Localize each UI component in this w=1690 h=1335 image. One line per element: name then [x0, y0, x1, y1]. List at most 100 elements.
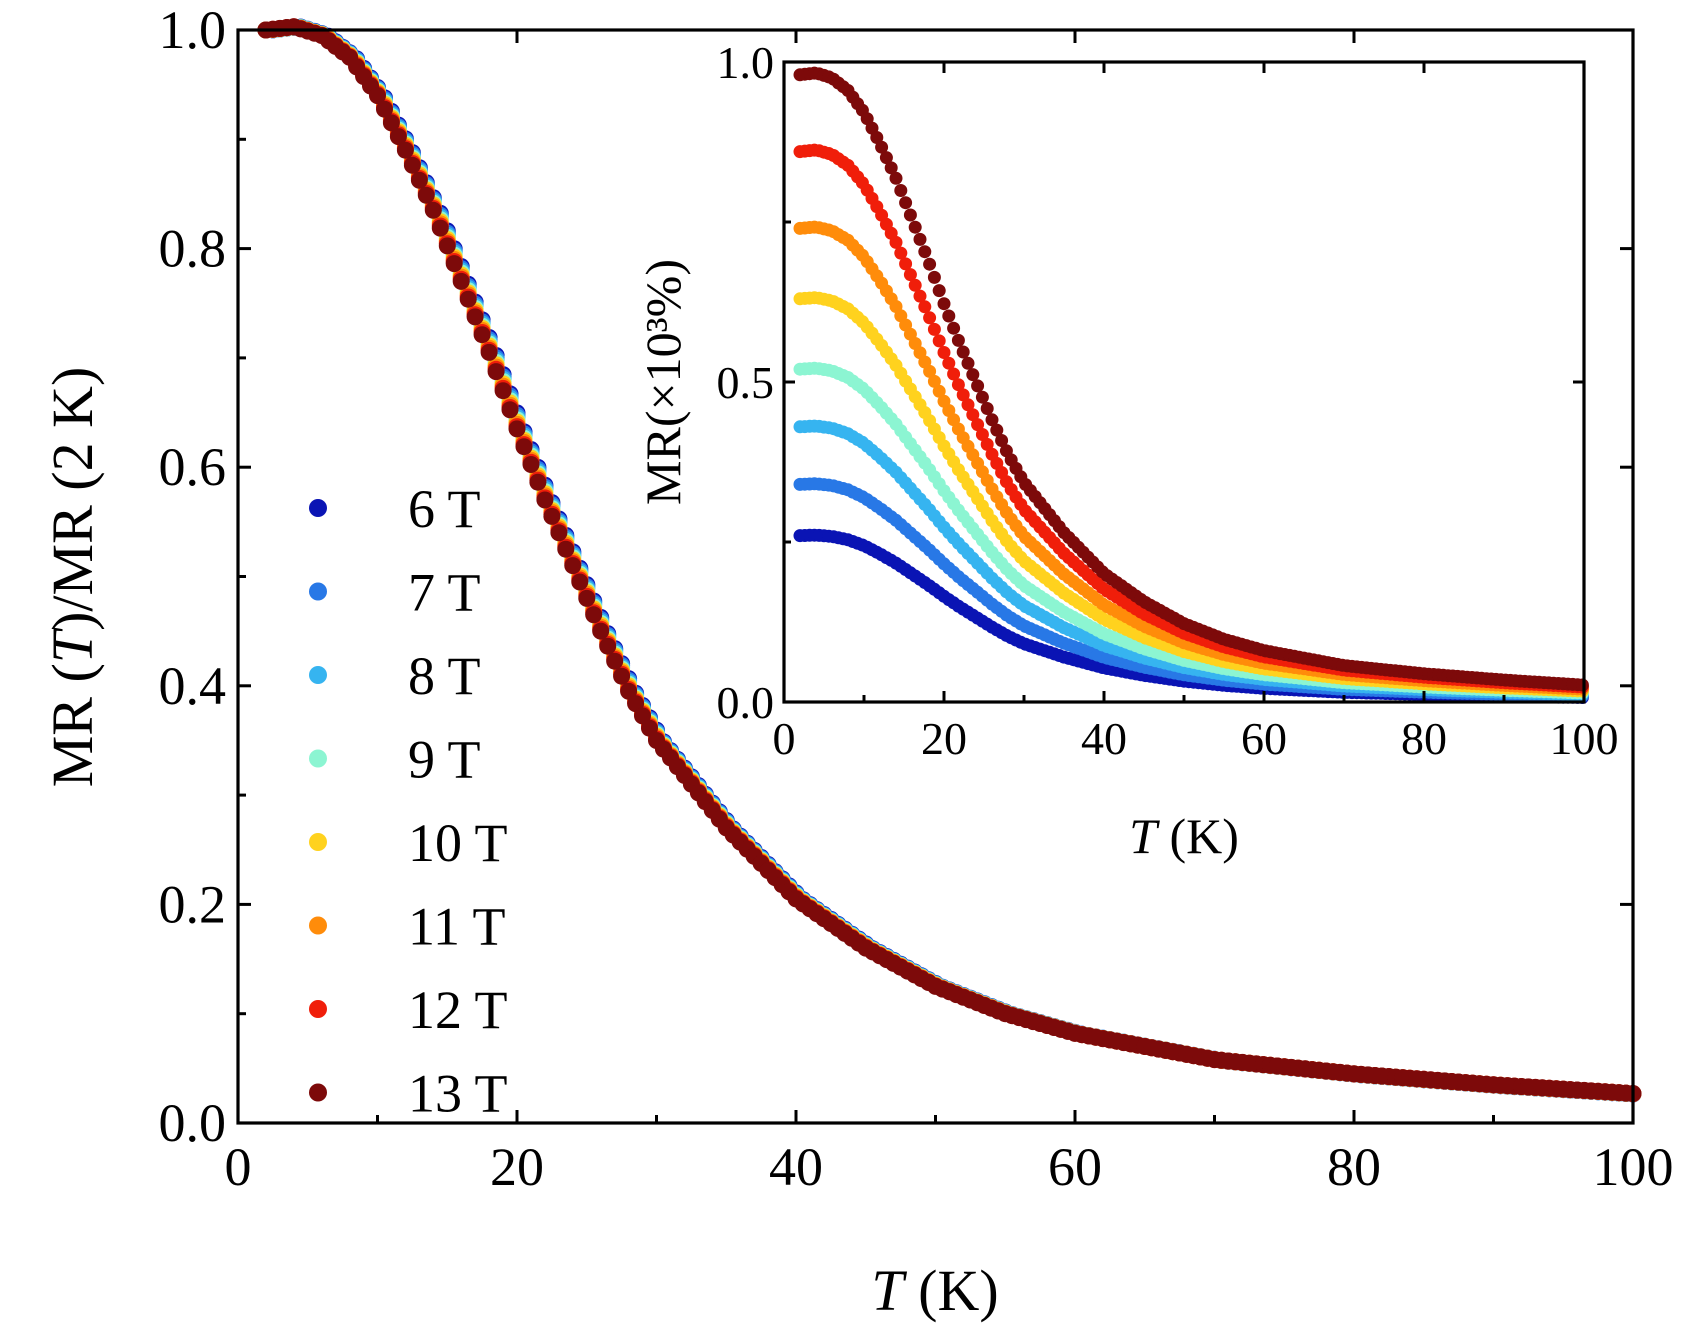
- y-tick-label: 0.6: [159, 437, 227, 497]
- x-tick-label: 20: [490, 1137, 544, 1197]
- data-point: [937, 346, 951, 359]
- legend-label: 11 T: [408, 897, 506, 957]
- legend-entry: 10 T: [309, 813, 508, 873]
- main-series-13t: [257, 18, 1642, 1102]
- legend-entry: 11 T: [309, 897, 506, 957]
- main-axis-ticks: 0 20 40 60 80 100 0.0 0.2 0.4 0.6 0.8 1.0: [159, 0, 1674, 1197]
- inset-x-tick-label: 100: [1550, 713, 1619, 764]
- data-point: [942, 356, 956, 370]
- legend-entry: 8 T: [309, 646, 481, 706]
- data-point: [536, 491, 554, 509]
- data-point: [889, 235, 903, 249]
- data-point: [899, 196, 913, 210]
- data-point: [923, 364, 937, 378]
- data-point: [870, 131, 884, 144]
- data-point: [459, 290, 477, 308]
- data-point: [961, 356, 975, 370]
- data-point: [894, 184, 908, 197]
- data-point: [522, 456, 540, 473]
- data-point: [971, 418, 985, 432]
- legend: 6 T 7 T 8 T 9 T 10 T 11 T 12 T 13 T: [309, 479, 508, 1124]
- inset-series-13t: [793, 66, 1589, 692]
- data-point: [382, 114, 400, 132]
- data-point: [578, 589, 596, 607]
- data-point: [932, 384, 946, 398]
- legend-marker: [309, 749, 327, 768]
- data-point: [951, 333, 965, 347]
- data-point: [903, 268, 917, 282]
- legend-label: 10 T: [408, 813, 508, 873]
- inset-y-tick-label: 1.0: [717, 37, 775, 88]
- legend-entry: 6 T: [309, 479, 481, 539]
- data-point: [396, 141, 414, 159]
- main-y-axis-label: MR (T)/MR (2 K): [40, 367, 105, 788]
- data-point: [923, 257, 937, 271]
- data-point: [980, 437, 994, 451]
- inset-y-axis-label: MR(×10³%): [635, 259, 691, 505]
- data-point: [990, 423, 1004, 437]
- data-point: [641, 719, 658, 737]
- y-tick-label: 1.0: [159, 0, 227, 60]
- x-tick-label: 100: [1593, 1137, 1674, 1197]
- data-point: [995, 434, 1009, 447]
- inset-x-tick-label: 60: [1241, 713, 1287, 764]
- data-point: [529, 473, 547, 491]
- inset-y-tick-label: 0.5: [717, 357, 775, 408]
- y-tick-label: 0.0: [159, 1093, 227, 1153]
- inset-x-tick-label: 0: [773, 713, 796, 764]
- data-point: [875, 140, 889, 154]
- data-point: [913, 232, 927, 246]
- data-point: [971, 379, 985, 393]
- data-point: [480, 343, 498, 361]
- inset-x-tick-label: 80: [1401, 713, 1447, 764]
- inset-x-tick-label: 20: [921, 713, 967, 764]
- data-point: [884, 161, 898, 175]
- legend-marker: [309, 666, 327, 684]
- data-point: [918, 300, 932, 314]
- data-point: [951, 378, 965, 392]
- data-point: [980, 402, 994, 415]
- data-point: [634, 707, 651, 725]
- data-point: [894, 246, 908, 260]
- data-point: [947, 321, 961, 335]
- data-point: [585, 606, 603, 624]
- data-point: [571, 573, 589, 591]
- data-point: [410, 171, 428, 189]
- data-point: [487, 363, 505, 381]
- y-tick-label: 0.8: [159, 219, 227, 279]
- y-tick-label: 0.4: [159, 656, 227, 716]
- x-tick-label: 60: [1048, 1137, 1102, 1197]
- data-point: [942, 309, 956, 323]
- legend-marker: [309, 582, 327, 601]
- data-point: [417, 186, 435, 204]
- data-point: [927, 322, 941, 336]
- main-x-axis-label: T (K): [871, 1258, 998, 1323]
- inset-background: [784, 62, 1584, 702]
- legend-label: 9 T: [408, 730, 481, 790]
- inset-axis-ticks: 0 20 40 60 80 100 0.0 0.5 1.0: [717, 37, 1619, 764]
- x-tick-label: 80: [1327, 1137, 1381, 1197]
- data-point: [515, 438, 533, 456]
- data-point: [966, 368, 980, 382]
- data-point: [613, 667, 631, 685]
- data-point: [923, 311, 937, 325]
- data-point: [975, 390, 989, 404]
- main-data-marks: [257, 18, 1642, 1103]
- legend-entry: 9 T: [309, 730, 481, 790]
- data-point: [501, 401, 519, 419]
- data-point: [927, 270, 941, 284]
- data-point: [961, 398, 975, 412]
- data-point: [403, 156, 421, 174]
- data-point: [550, 524, 568, 542]
- x-tick-label: 40: [769, 1137, 823, 1197]
- data-point: [376, 100, 393, 118]
- x-tick-label: 0: [225, 1137, 252, 1197]
- main-plot: 0 20 40 60 80 100 0.0 0.2 0.4 0.6 0.8 1.0 6 T 7 T 8 T…: [40, 0, 1674, 1323]
- inset-x-tick-label: 40: [1081, 713, 1127, 764]
- legend-entry: 7 T: [309, 563, 481, 623]
- data-point: [592, 622, 610, 640]
- inset-x-axis-label: T (K): [1129, 808, 1239, 864]
- inset-data-marks: [793, 66, 1589, 704]
- data-point: [908, 278, 922, 292]
